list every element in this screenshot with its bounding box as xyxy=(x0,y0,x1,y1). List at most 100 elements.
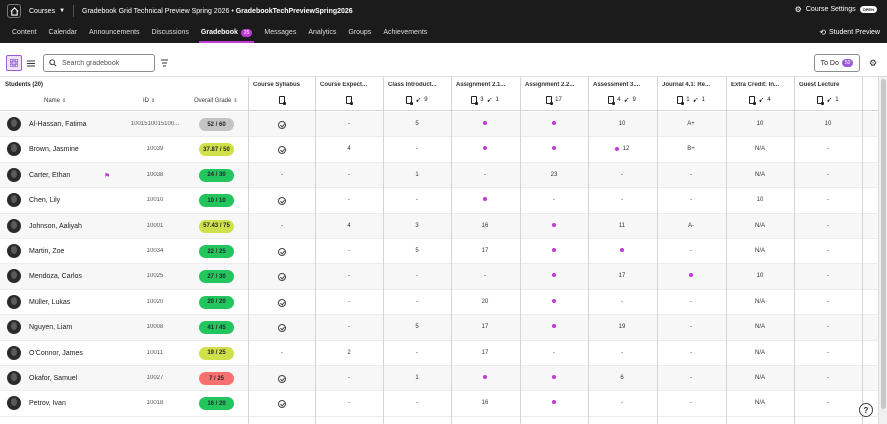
table-row[interactable]: Martin, Zoe 10034 22 / 25 - 5 17 - N/A - xyxy=(0,239,887,265)
grade-cell[interactable] xyxy=(520,400,588,405)
grade-cell[interactable] xyxy=(588,248,656,252)
grade-cell[interactable]: - xyxy=(794,223,862,229)
table-row[interactable]: Chen, Lily 10010 10 / 10 - - - - - 10 - xyxy=(0,188,887,214)
overall-grade-pill[interactable]: 52 / 60 xyxy=(199,118,234,131)
grade-cell[interactable]: N/A xyxy=(726,248,794,254)
column-header-title[interactable]: Assignment 2.1... xyxy=(456,82,506,88)
grade-cell[interactable]: N/A xyxy=(726,172,794,178)
grade-cell[interactable]: 6 xyxy=(588,375,656,381)
tab-calendar[interactable]: Calendar xyxy=(48,29,77,36)
student-name[interactable]: Petrov, Ivan xyxy=(29,400,66,408)
grade-cell[interactable]: 17 xyxy=(451,324,519,330)
grade-cell[interactable]: - xyxy=(657,299,725,305)
grade-cell[interactable]: 20 xyxy=(451,299,519,305)
grade-cell[interactable]: - xyxy=(315,248,383,254)
student-name[interactable]: Martin, Zoe xyxy=(29,248,65,255)
tab-announcements[interactable]: Announcements xyxy=(88,29,140,36)
course-settings-button[interactable]: ⚙ Course Settings OPEN xyxy=(795,5,877,14)
grade-cell[interactable] xyxy=(451,375,519,379)
grade-cell[interactable] xyxy=(248,121,316,129)
grade-cell[interactable]: 10 xyxy=(726,197,794,203)
student-preview-button[interactable]: ⟲ Student Preview xyxy=(819,28,880,37)
grade-cell[interactable]: - xyxy=(588,172,656,178)
grade-cell[interactable]: 16 xyxy=(451,223,519,229)
id-column-header[interactable]: ID ⇕ xyxy=(143,98,156,104)
table-row[interactable]: Petrov, Ivan 10018 16 / 20 - - 16 - - N/A - xyxy=(0,391,887,417)
overall-grade-column-header[interactable]: Overall Grade ⇕ xyxy=(194,98,238,104)
grade-cell[interactable]: N/A xyxy=(726,375,794,381)
grade-cell[interactable] xyxy=(248,298,316,307)
grade-cell[interactable] xyxy=(520,375,588,379)
table-row[interactable]: Johnson, Aaliyah 10001 57.43 / 75 - 4 3 16 11 A-… xyxy=(0,213,887,239)
grade-cell[interactable]: - xyxy=(794,375,862,381)
grade-cell[interactable]: - xyxy=(248,350,316,356)
grade-cell[interactable]: 5 xyxy=(383,121,451,127)
overall-grade-pill[interactable]: 41 / 45 xyxy=(199,321,234,335)
grade-cell[interactable]: 1 xyxy=(383,172,451,178)
grade-cell[interactable]: - xyxy=(383,197,451,203)
scroll-thumb[interactable] xyxy=(881,79,886,409)
grade-cell[interactable] xyxy=(248,146,316,155)
grade-cell[interactable]: - xyxy=(315,197,383,203)
grade-cell[interactable]: 17 xyxy=(451,248,519,254)
grade-cell[interactable]: - xyxy=(794,324,862,330)
student-name[interactable]: Al-Hassan, Fatima xyxy=(29,121,87,128)
grade-cell[interactable]: - xyxy=(588,197,656,203)
grade-cell[interactable]: 23 xyxy=(520,172,588,178)
grade-cell[interactable]: - xyxy=(383,146,451,152)
table-row[interactable]: Okafor, Samuel 10027 7 / 25 - 1 6 - N/A - xyxy=(0,366,887,392)
grade-cell[interactable]: - xyxy=(657,350,725,356)
grade-cell[interactable]: - xyxy=(794,146,862,152)
grade-cell[interactable]: - xyxy=(315,121,383,127)
overall-grade-pill[interactable]: 16 / 20 xyxy=(199,397,234,411)
grade-cell[interactable]: - xyxy=(657,197,725,203)
student-name[interactable]: Brown, Jasmine xyxy=(29,146,79,154)
table-row[interactable]: Nguyen, Liam 10008 41 / 45 - 5 17 19 - N/A - xyxy=(0,315,887,341)
overall-grade-pill[interactable]: 7 / 25 xyxy=(199,372,234,385)
search-input[interactable] xyxy=(62,59,150,67)
grade-cell[interactable]: 5 xyxy=(383,248,451,254)
vertical-scrollbar[interactable] xyxy=(878,77,887,424)
grade-cell[interactable]: - xyxy=(315,299,383,305)
grade-cell[interactable] xyxy=(451,197,519,202)
grade-cell[interactable]: 4 xyxy=(315,223,383,229)
grade-cell[interactable]: 4 xyxy=(315,146,383,152)
grade-cell[interactable]: - xyxy=(383,299,451,305)
grade-cell[interactable]: N/A xyxy=(726,400,794,406)
grade-cell[interactable]: - xyxy=(315,172,383,178)
home-button[interactable] xyxy=(7,4,21,18)
grade-cell[interactable]: - xyxy=(315,324,383,330)
grade-cell[interactable]: N/A xyxy=(726,299,794,305)
grade-cell[interactable]: N/A xyxy=(726,350,794,356)
column-header-title[interactable]: Assessment 3.... xyxy=(593,82,641,88)
grade-cell[interactable]: - xyxy=(520,197,588,203)
overall-grade-pill[interactable]: 22 / 25 xyxy=(199,245,234,258)
grade-cell[interactable]: - xyxy=(315,400,383,406)
student-name[interactable]: Chen, Lily xyxy=(29,197,61,205)
grade-cell[interactable]: - xyxy=(383,400,451,406)
column-header-title[interactable]: Guest Lecture xyxy=(799,82,840,88)
grade-cell[interactable]: - xyxy=(794,400,862,406)
grade-cell[interactable]: 10 xyxy=(726,273,794,279)
tab-analytics[interactable]: Analytics xyxy=(308,29,337,36)
grade-cell[interactable]: - xyxy=(248,223,316,229)
overall-grade-pill[interactable]: 27 / 30 xyxy=(199,270,234,284)
column-header-title[interactable]: Assignment 2.2... xyxy=(525,82,575,88)
todo-button[interactable]: To Do 50 xyxy=(814,54,860,72)
student-name[interactable]: Okafor, Samuel xyxy=(29,375,78,382)
table-row[interactable]: O'Connor, James 10011 19 / 25 - 2 - 17 - - - N/A - xyxy=(0,340,887,366)
grade-cell[interactable]: B+ xyxy=(657,146,725,152)
column-header-title[interactable]: Class Introduct... xyxy=(388,82,437,88)
tab-discussions[interactable]: Discussions xyxy=(151,29,189,36)
grade-cell[interactable] xyxy=(657,273,725,278)
grade-cell[interactable]: 17 xyxy=(588,273,656,279)
grade-cell[interactable]: - xyxy=(588,400,656,406)
grade-cell[interactable]: 2 xyxy=(315,350,383,356)
grade-cell[interactable]: A+ xyxy=(657,121,725,127)
grade-cell[interactable] xyxy=(248,324,316,333)
tab-achievements[interactable]: Achievements xyxy=(383,29,428,36)
grade-cell[interactable]: - xyxy=(794,197,862,203)
grade-cell[interactable]: - xyxy=(248,172,316,178)
grade-cell[interactable]: 11 xyxy=(588,223,656,229)
grade-cell[interactable] xyxy=(248,400,316,409)
